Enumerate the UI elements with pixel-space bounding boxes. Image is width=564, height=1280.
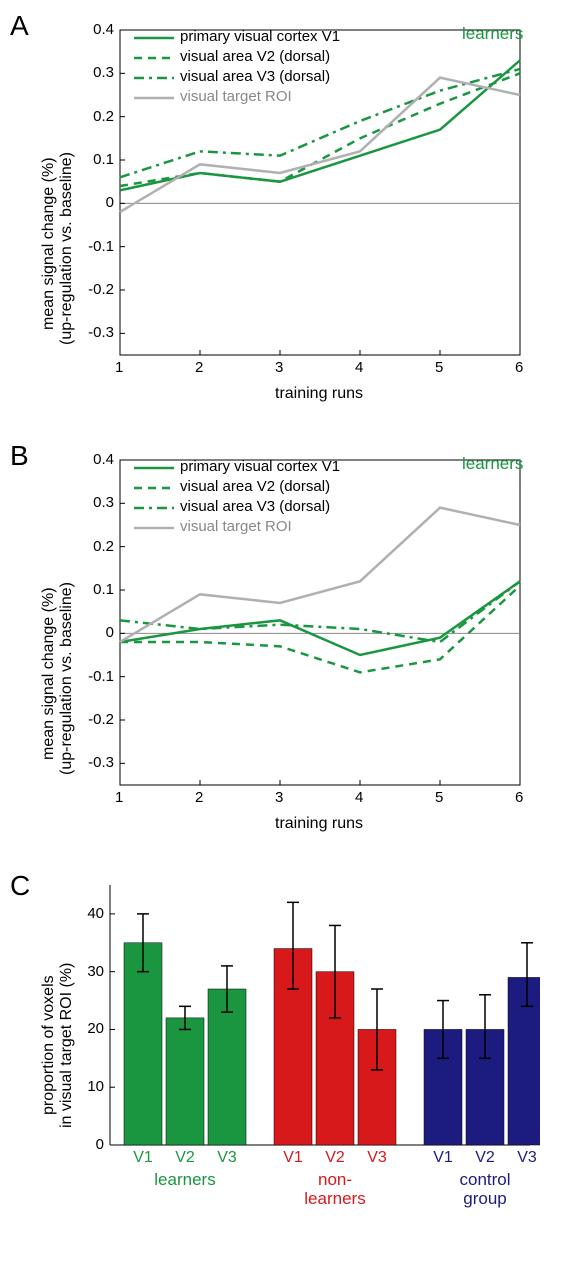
- legend-item: primary visual cortex V1: [180, 28, 340, 45]
- bar-label: V2: [316, 1149, 354, 1167]
- xtick-label: 5: [435, 789, 443, 806]
- xtick-label: 4: [355, 359, 363, 376]
- ytick-label: 20: [78, 1020, 104, 1037]
- ytick-label: -0.3: [78, 324, 114, 341]
- group-label: non- learners: [274, 1171, 396, 1208]
- legend-item: visual target ROI: [180, 88, 292, 105]
- panel-c-chart: [100, 880, 540, 1150]
- ytick-label: -0.1: [78, 668, 114, 685]
- xtick-label: 2: [195, 359, 203, 376]
- legend-item: visual target ROI: [180, 518, 292, 535]
- legend-item: primary visual cortex V1: [180, 458, 340, 475]
- legend-item: visual area V3 (dorsal): [180, 498, 330, 515]
- ytick-label: 30: [78, 963, 104, 980]
- ytick-label: 0: [78, 624, 114, 641]
- panel-b-ylabel: mean signal change (%): [40, 587, 58, 760]
- xtick-label: 6: [515, 789, 523, 806]
- bar-label: V2: [166, 1149, 204, 1167]
- ytick-label: 0.1: [78, 151, 114, 168]
- panel-b-ylabel2: (up-regulation vs. baseline): [58, 582, 76, 775]
- panel-c: C 0 10 20 30 40 proportion of voxels in visu…: [0, 870, 564, 1270]
- panel-a: A -0.3 -0.2 -0.1 0 0.1 0.2 0.3 0.4 1 2 3 4 5 6 mean …: [0, 10, 564, 430]
- xtick-label: 6: [515, 359, 523, 376]
- ytick-label: 40: [78, 905, 104, 922]
- ytick-label: 0.3: [78, 64, 114, 81]
- panel-a-xlabel: training runs: [275, 385, 363, 403]
- panel-c-ylabel: proportion of voxels: [40, 975, 58, 1115]
- ytick-label: 0.4: [78, 451, 114, 468]
- bar-label: V1: [424, 1149, 462, 1167]
- bar-label: V3: [208, 1149, 246, 1167]
- panel-b: B -0.3 -0.2 -0.1 0 0.1 0.2 0.3 0.4 1 2 3 4 5 6 mean …: [0, 440, 564, 860]
- group-label: learners: [124, 1171, 246, 1190]
- ytick-label: 0: [78, 1136, 104, 1153]
- ytick-label: 0.2: [78, 538, 114, 555]
- ytick-label: 0.4: [78, 21, 114, 38]
- xtick-label: 3: [275, 359, 283, 376]
- panel-b-label: B: [10, 440, 29, 472]
- legend-item: visual area V2 (dorsal): [180, 48, 330, 65]
- bar-label: V3: [358, 1149, 396, 1167]
- ytick-label: -0.2: [78, 711, 114, 728]
- bar-label: V2: [466, 1149, 504, 1167]
- xtick-label: 3: [275, 789, 283, 806]
- group-label: control group: [424, 1171, 546, 1208]
- xtick-label: 2: [195, 789, 203, 806]
- legend-item: visual area V3 (dorsal): [180, 68, 330, 85]
- panel-b-xlabel: training runs: [275, 815, 363, 833]
- panel-c-ylabel2: in visual target ROI (%): [58, 963, 76, 1128]
- bar-label: V1: [274, 1149, 312, 1167]
- ytick-label: 0.1: [78, 581, 114, 598]
- ytick-label: 0.3: [78, 494, 114, 511]
- panel-a-ylabel2: (up-regulation vs. baseline): [58, 152, 76, 345]
- ytick-label: -0.1: [78, 238, 114, 255]
- xtick-label: 4: [355, 789, 363, 806]
- panel-a-group-label: learners: [462, 24, 523, 44]
- ytick-label: 0: [78, 194, 114, 211]
- xtick-label: 5: [435, 359, 443, 376]
- bar-label: V1: [124, 1149, 162, 1167]
- panel-c-label: C: [10, 870, 30, 902]
- xtick-label: 1: [115, 789, 123, 806]
- ytick-label: -0.3: [78, 754, 114, 771]
- legend-item: visual area V2 (dorsal): [180, 478, 330, 495]
- xtick-label: 1: [115, 359, 123, 376]
- ytick-label: 0.2: [78, 108, 114, 125]
- panel-a-ylabel: mean signal change (%): [40, 157, 58, 330]
- panel-a-label: A: [10, 10, 29, 42]
- ytick-label: -0.2: [78, 281, 114, 298]
- bar-label: V3: [508, 1149, 546, 1167]
- ytick-label: 10: [78, 1078, 104, 1095]
- panel-b-group-label: learners: [462, 454, 523, 474]
